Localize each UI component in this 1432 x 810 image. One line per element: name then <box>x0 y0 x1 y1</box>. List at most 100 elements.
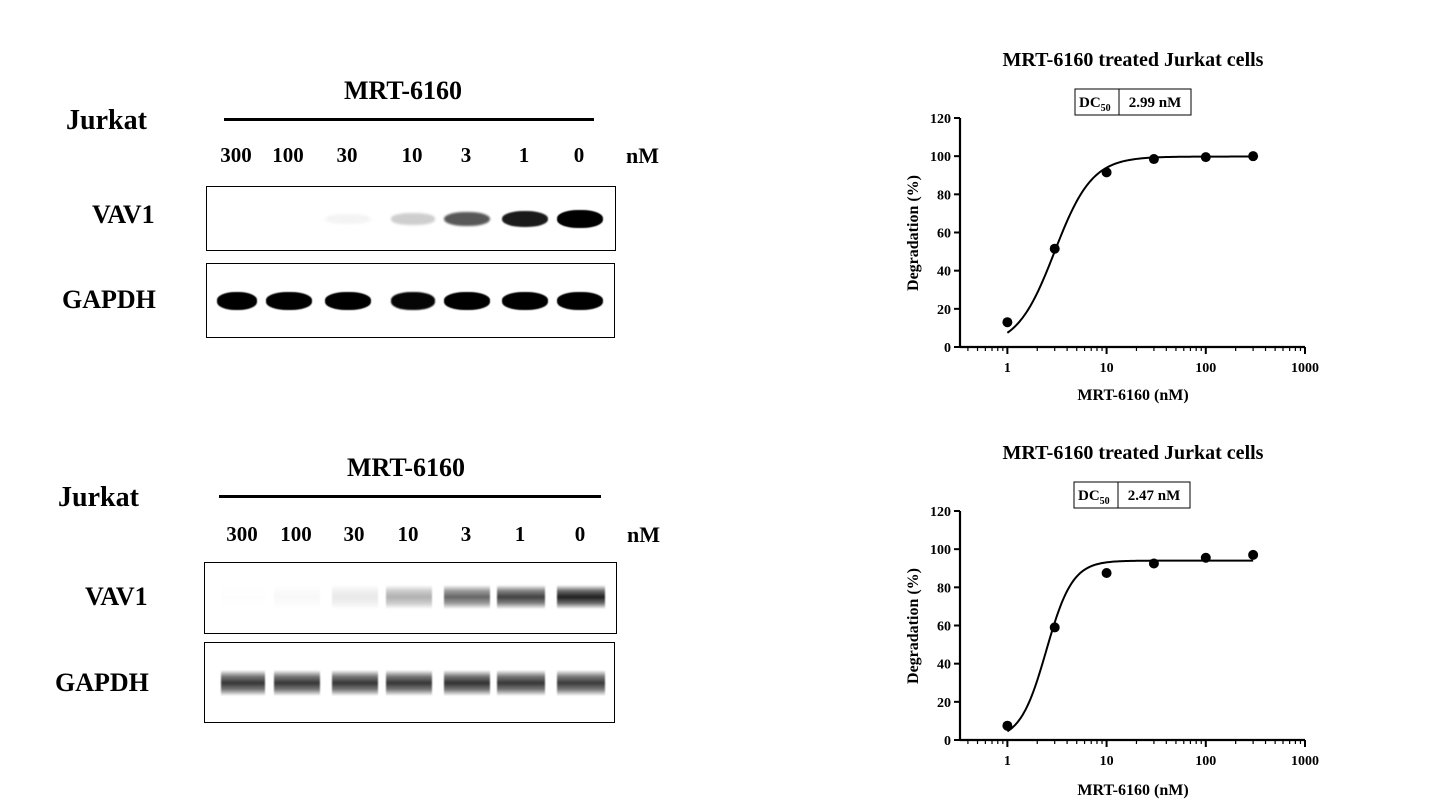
y-axis-label: Degradation (%) <box>905 175 922 291</box>
lane-label: 100 <box>272 143 304 167</box>
band <box>444 670 490 696</box>
x-tick-label: 100 <box>1195 754 1216 769</box>
y-tick-label: 120 <box>930 112 951 127</box>
band <box>557 670 605 696</box>
compound-label: MRT-6160 <box>346 453 465 482</box>
band <box>332 670 378 696</box>
lane-label: 0 <box>574 522 586 546</box>
lane-label: 3 <box>460 522 472 546</box>
lane-label: 0 <box>573 143 585 167</box>
x-tick-label: 100 <box>1195 361 1216 376</box>
band <box>217 292 257 310</box>
data-point <box>1148 154 1159 165</box>
data-point <box>1248 151 1259 162</box>
data-point <box>1002 317 1013 328</box>
data-point <box>1101 568 1112 579</box>
y-tick-label: 120 <box>930 505 951 520</box>
data-point <box>1200 552 1211 563</box>
lane-label: 30 <box>343 522 365 546</box>
vav1-blot <box>206 186 616 251</box>
fit-line <box>1006 155 1254 334</box>
band <box>557 292 603 310</box>
dc50-annotation: DC50 2.99 nM <box>1074 88 1192 116</box>
y-axis-label: Degradation (%) <box>905 568 922 684</box>
dc50-label: DC50 <box>1078 488 1110 507</box>
y-tick-label: 40 <box>937 658 951 673</box>
lane-label: 1 <box>518 143 530 167</box>
lane-label: 3 <box>460 143 472 167</box>
gapdh-blot <box>204 642 615 723</box>
band <box>391 213 435 225</box>
band <box>221 585 265 609</box>
data-point <box>1049 622 1060 633</box>
data-point <box>1002 720 1013 731</box>
y-tick-label: 60 <box>937 620 951 635</box>
data-point <box>1248 549 1259 560</box>
band <box>266 292 312 310</box>
protein-label-vav1: VAV1 <box>85 582 148 611</box>
lane-label: 300 <box>226 522 258 546</box>
protein-label-gapdh: GAPDH <box>62 285 156 314</box>
compound-underline <box>219 495 601 498</box>
cell-line-label: Jurkat <box>66 105 147 136</box>
data-point <box>1049 243 1060 254</box>
dose-response-chart-2: MRT-6160 treated Jurkat cells DC50 2.47 … <box>905 442 1319 799</box>
band <box>502 210 548 228</box>
lane-label: 300 <box>220 143 252 167</box>
y-tick-label: 60 <box>937 227 951 242</box>
y-tick-label: 100 <box>930 543 951 558</box>
lane-label: 10 <box>397 522 419 546</box>
band <box>325 292 371 310</box>
chart-title: MRT-6160 treated Jurkat cells <box>1003 49 1264 71</box>
y-tick-label: 0 <box>944 734 951 749</box>
x-tick-label: 1 <box>1004 754 1011 769</box>
data-points <box>1002 549 1259 731</box>
band <box>386 670 432 696</box>
y-tick-label: 40 <box>937 265 951 280</box>
vav1-blot <box>204 562 617 634</box>
unit-label: nM <box>626 143 659 168</box>
band <box>325 213 371 225</box>
lane-label: 30 <box>336 143 358 167</box>
band <box>274 585 320 609</box>
dc50-label: DC50 <box>1079 95 1111 114</box>
compound-label: MRT-6160 <box>343 76 462 105</box>
x-tick-label: 1 <box>1004 361 1011 376</box>
band <box>444 585 490 609</box>
dc50-value: 2.47 nM <box>1128 488 1181 504</box>
gapdh-blot <box>206 263 615 338</box>
lane-label: 10 <box>401 143 423 167</box>
data-points <box>1002 151 1259 328</box>
lane-label: 100 <box>280 522 312 546</box>
band <box>497 585 545 609</box>
protein-label-gapdh: GAPDH <box>55 668 149 697</box>
band <box>557 210 603 228</box>
dose-response-chart-1: MRT-6160 treated Jurkat cells DC50 2.99 … <box>905 49 1319 404</box>
x-tick-label: 10 <box>1100 754 1114 769</box>
x-axis-label: MRT-6160 (nM) <box>1077 387 1188 404</box>
chart-title: MRT-6160 treated Jurkat cells <box>1003 442 1264 464</box>
y-tick-label: 80 <box>937 581 951 596</box>
dc50-annotation: DC50 2.47 nM <box>1073 481 1191 509</box>
y-tick-label: 0 <box>944 341 951 356</box>
band <box>557 585 605 609</box>
y-tick-label: 80 <box>937 188 951 203</box>
y-tick-label: 100 <box>930 150 951 165</box>
x-axis-label: MRT-6160 (nM) <box>1077 782 1188 799</box>
unit-label: nM <box>627 522 660 547</box>
band <box>497 670 545 696</box>
y-tick-label: 20 <box>937 696 951 711</box>
x-tick-label: 10 <box>1100 361 1114 376</box>
cell-line-label: Jurkat <box>58 482 139 513</box>
compound-underline <box>224 118 594 121</box>
band <box>444 292 490 310</box>
fit-line <box>1006 559 1254 733</box>
lane-label: 1 <box>514 522 526 546</box>
band <box>444 211 490 227</box>
dc50-value: 2.99 nM <box>1129 95 1182 111</box>
protein-label-vav1: VAV1 <box>92 200 155 229</box>
band <box>386 585 432 609</box>
fit-curve <box>1006 559 1254 733</box>
band <box>332 585 378 609</box>
